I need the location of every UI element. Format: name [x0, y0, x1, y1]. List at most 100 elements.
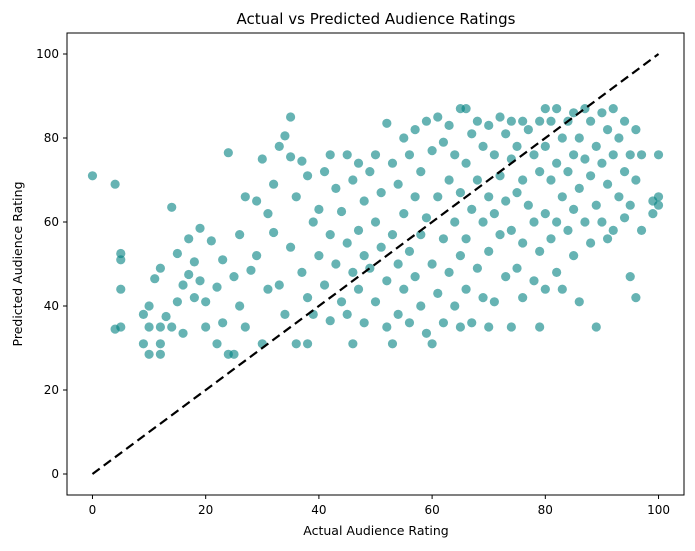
data-point: [410, 125, 420, 135]
data-point: [263, 284, 273, 294]
data-point: [540, 284, 550, 294]
data-point: [376, 242, 386, 252]
data-point: [484, 246, 494, 256]
data-point: [518, 175, 528, 185]
data-point: [591, 200, 601, 210]
data-point: [506, 225, 516, 235]
data-point: [421, 213, 432, 223]
data-point: [506, 116, 516, 126]
data-point: [246, 265, 256, 275]
data-point: [472, 116, 482, 126]
data-point: [535, 167, 545, 177]
data-point: [285, 152, 296, 162]
data-point: [427, 339, 437, 349]
data-point: [189, 293, 199, 303]
data-point: [450, 217, 460, 227]
data-point: [653, 200, 664, 210]
data-point: [501, 196, 511, 206]
data-point: [540, 209, 550, 219]
data-point: [235, 301, 245, 311]
data-point: [195, 223, 205, 233]
data-point: [370, 217, 381, 227]
data-point: [450, 301, 460, 311]
data-point: [563, 225, 573, 235]
data-point: [602, 125, 613, 135]
y-axis-label: Predicted Audience Rating: [10, 182, 25, 347]
x-tick-label: 60: [424, 503, 439, 517]
data-points: [87, 104, 664, 359]
data-point: [382, 322, 392, 332]
data-point: [212, 339, 222, 349]
data-point: [393, 309, 403, 319]
data-point: [399, 209, 409, 219]
data-point: [518, 238, 528, 248]
data-point: [433, 112, 443, 122]
data-point: [416, 301, 426, 311]
data-point: [421, 116, 432, 126]
data-point: [167, 322, 177, 332]
data-point: [597, 158, 607, 168]
data-point: [399, 133, 409, 143]
data-point: [319, 167, 330, 177]
data-point: [552, 217, 562, 227]
data-point: [348, 339, 358, 349]
y-tick-label: 0: [51, 467, 59, 481]
data-point: [484, 192, 494, 202]
data-point: [427, 146, 437, 156]
data-point: [653, 150, 664, 160]
data-point: [546, 116, 556, 126]
data-point: [546, 175, 556, 185]
data-point: [229, 349, 239, 359]
data-point: [291, 339, 301, 349]
data-point: [416, 230, 426, 240]
data-point: [484, 322, 494, 332]
data-point: [87, 171, 98, 181]
data-point: [269, 227, 279, 238]
data-point: [280, 131, 290, 141]
data-point: [529, 217, 539, 227]
data-point: [444, 267, 454, 277]
data-point: [252, 196, 262, 206]
data-point: [563, 167, 573, 177]
data-point: [467, 318, 477, 328]
data-point: [274, 280, 284, 290]
data-point: [580, 154, 590, 164]
data-point: [302, 293, 313, 303]
data-point: [467, 129, 477, 139]
data-point: [512, 141, 522, 151]
data-point: [167, 202, 177, 212]
data-point: [631, 293, 641, 303]
data-point: [223, 148, 233, 158]
data-point: [195, 276, 205, 286]
data-point: [552, 158, 562, 168]
data-point: [625, 272, 635, 282]
data-point: [161, 311, 171, 322]
data-point: [625, 150, 635, 160]
data-point: [472, 263, 482, 273]
data-point: [212, 282, 222, 292]
data-point: [218, 318, 228, 328]
plot-frame: [66, 32, 685, 496]
data-point: [178, 328, 188, 338]
data-point: [116, 284, 126, 294]
data-point: [229, 272, 239, 282]
data-point: [421, 328, 432, 338]
data-point: [325, 230, 335, 240]
data-point: [608, 104, 618, 114]
data-point: [438, 137, 449, 147]
data-point: [489, 150, 499, 160]
y-tick-label: 20: [44, 383, 59, 397]
data-point: [314, 204, 324, 214]
data-point: [155, 263, 165, 273]
x-tick-label: 100: [647, 503, 670, 517]
data-point: [557, 133, 567, 143]
data-point: [501, 129, 511, 139]
data-point: [467, 204, 477, 214]
x-axis-ticks: 0 20 40 60 80 100: [89, 495, 670, 517]
data-point: [461, 104, 471, 114]
data-point: [410, 192, 420, 202]
data-point: [461, 234, 471, 244]
data-point: [116, 248, 126, 259]
